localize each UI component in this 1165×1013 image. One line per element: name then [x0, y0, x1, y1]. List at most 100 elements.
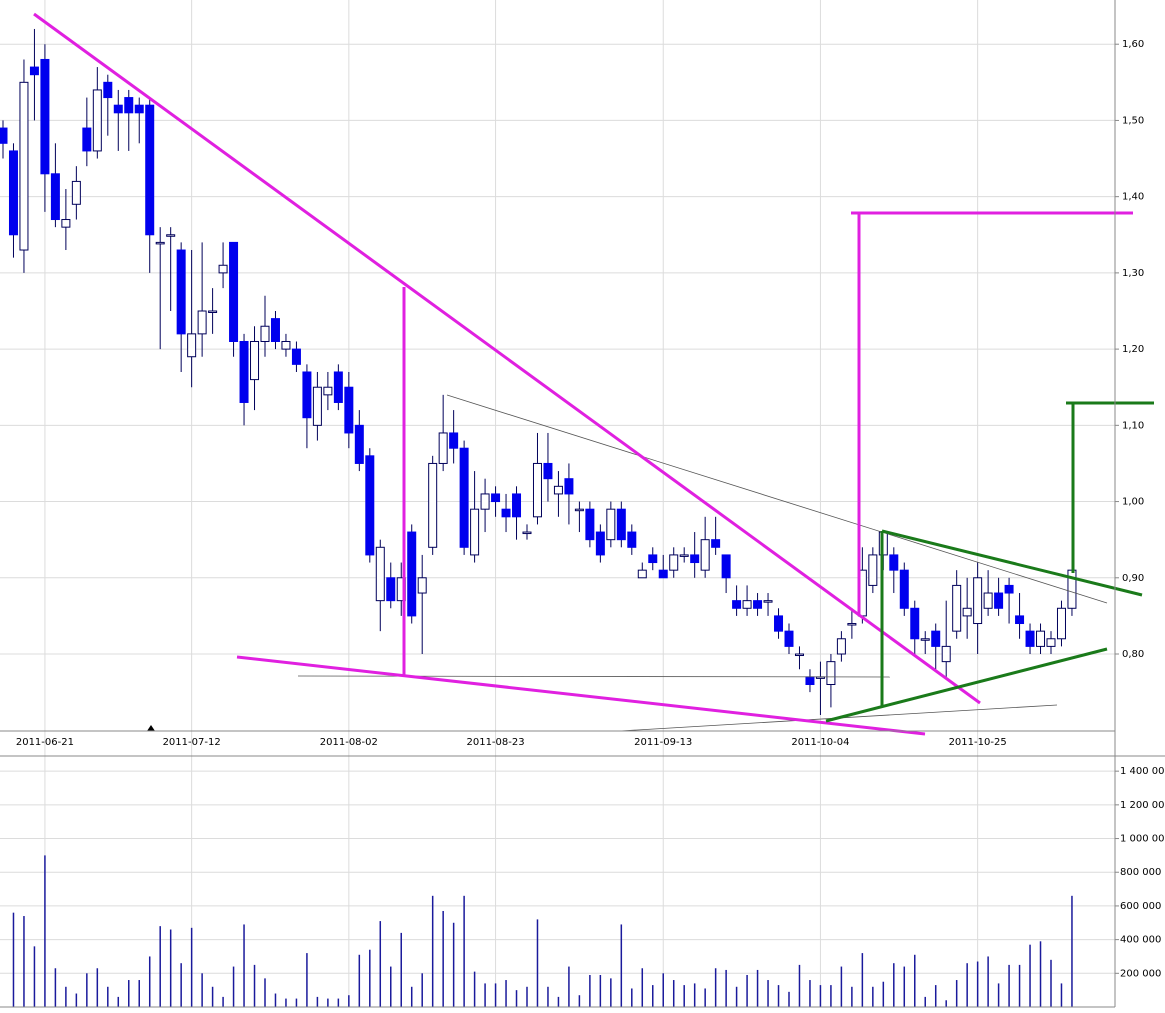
x-tick-label: 2011-10-04: [791, 737, 849, 748]
candle-body: [417, 577, 427, 594]
candle-body: [931, 630, 941, 647]
x-tick-label: 2011-07-12: [163, 737, 221, 748]
volume-bar: [788, 991, 790, 1007]
candle-body: [145, 104, 155, 236]
trend-line: [33, 12, 981, 705]
y-tick-label: 800 000: [1120, 867, 1161, 878]
trend-line: [236, 655, 926, 736]
y-tick-label: 1,20: [1122, 344, 1144, 355]
candle-body: [679, 554, 689, 557]
candle-body: [113, 104, 123, 114]
candle-body: [197, 310, 207, 335]
candle-body: [239, 340, 249, 403]
candle-body: [176, 249, 186, 335]
candle-body: [470, 508, 480, 556]
candle-body: [491, 493, 501, 503]
volume-bar: [211, 986, 214, 1007]
candle-body: [229, 241, 239, 342]
candle-body: [616, 508, 626, 541]
candle-body: [323, 386, 333, 396]
candle-body: [1015, 615, 1025, 625]
trend-line: [446, 394, 1108, 604]
volume-bar: [557, 996, 560, 1007]
volume-bar: [358, 954, 361, 1007]
candle-body: [312, 386, 322, 426]
volume-bar: [86, 973, 88, 1007]
candle-body: [333, 371, 343, 403]
y-tick-label: 1 000 000: [1120, 834, 1165, 845]
trend-line: [825, 647, 1108, 723]
volume-bar: [809, 980, 811, 1007]
candle-body: [71, 180, 81, 205]
candle-body: [155, 241, 165, 245]
candle-body: [962, 607, 972, 617]
candle-body: [501, 508, 511, 518]
marker: [147, 725, 155, 731]
candle-body: [1046, 638, 1056, 647]
volume-bar: [882, 981, 885, 1007]
candle-body: [103, 81, 113, 99]
volume-bar: [128, 980, 130, 1007]
candle-body: [574, 508, 584, 512]
volume-bar: [515, 990, 518, 1007]
candle-body: [50, 173, 60, 221]
volume-bar: [232, 966, 235, 1007]
candle-body: [1025, 630, 1035, 647]
candle-body: [941, 645, 951, 663]
volume-bar: [274, 993, 277, 1007]
volume-bar: [1071, 895, 1073, 1007]
volume-bar: [201, 973, 203, 1007]
volume-bar: [159, 926, 161, 1007]
y-tick-label: 0,80: [1122, 649, 1144, 660]
y-tick-label: 1,50: [1122, 115, 1144, 126]
candle-body: [952, 584, 962, 632]
volume-bar: [107, 986, 109, 1007]
volume-bar: [243, 924, 245, 1007]
candle-body: [711, 539, 721, 548]
volume-bar: [421, 973, 423, 1007]
y-tick-label: 1,30: [1122, 268, 1144, 279]
volume-bar: [631, 988, 633, 1007]
candle-body: [354, 424, 364, 464]
volume-bar: [400, 932, 402, 1007]
y-tick-label: 1 400 000: [1120, 766, 1165, 777]
volume-bar: [840, 966, 843, 1007]
volume-bar: [65, 986, 67, 1007]
volume-bar: [997, 983, 1000, 1007]
candle-body: [784, 630, 794, 647]
volume-bar: [117, 996, 120, 1007]
candle-body: [721, 554, 731, 579]
candle-body: [166, 234, 176, 237]
volume-bar: [599, 974, 602, 1007]
volume-bar: [903, 966, 906, 1007]
volume-bar: [33, 946, 36, 1007]
volume-bar: [494, 983, 497, 1007]
y-tick-label: 1,10: [1122, 420, 1144, 431]
candle-body: [218, 264, 228, 274]
candle-body: [973, 577, 983, 625]
candle-body: [1056, 607, 1066, 640]
candle-body: [291, 348, 301, 365]
candle-body: [438, 432, 448, 464]
candle-body: [92, 89, 102, 152]
volume-bar: [452, 922, 455, 1007]
volume-bar: [264, 978, 266, 1007]
volume-bar: [442, 910, 444, 1007]
volume-bar: [987, 956, 989, 1007]
trend-line: [881, 529, 1143, 597]
candle-body: [627, 531, 637, 548]
volume-bar: [295, 998, 298, 1007]
candle-body: [19, 81, 29, 251]
candle-body: [428, 462, 438, 548]
volume-bar: [536, 919, 539, 1007]
y-tick-label: 1,60: [1122, 39, 1144, 50]
volume-bar: [463, 895, 465, 1007]
volume-bar: [966, 963, 968, 1007]
candle-body: [732, 600, 742, 609]
candle-body: [920, 638, 930, 641]
volume-bar: [54, 968, 57, 1007]
volume-bar: [924, 996, 926, 1007]
candle-body: [124, 97, 134, 114]
candle-body: [459, 447, 469, 548]
volume-bar: [589, 974, 591, 1007]
